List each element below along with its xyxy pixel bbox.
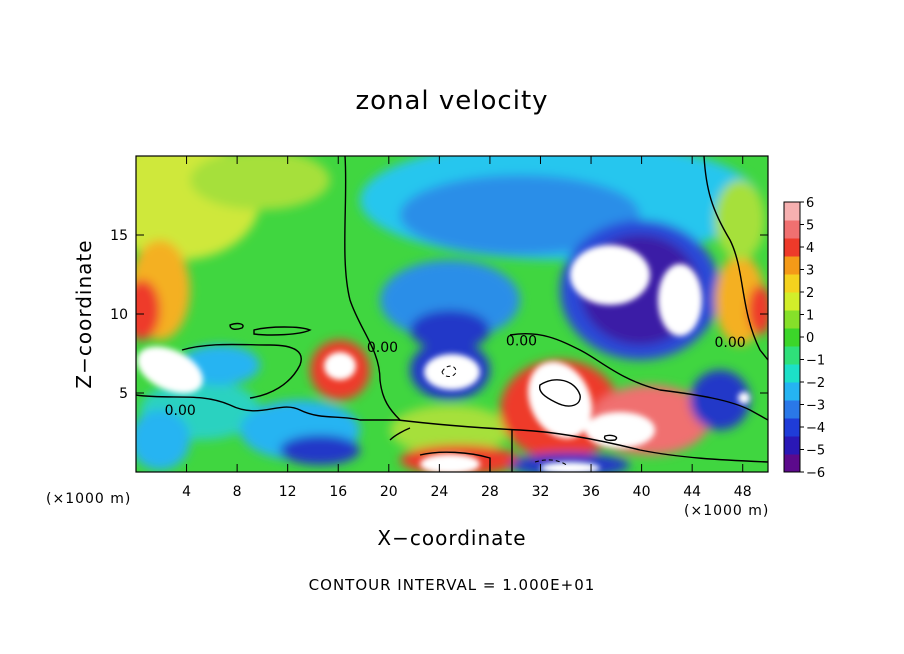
colorbar-segment xyxy=(784,436,800,455)
x-tick-label: 36 xyxy=(582,484,600,500)
x-tick-label: 12 xyxy=(279,484,297,500)
colorbar-tick-label: −3 xyxy=(806,399,825,414)
colorbar-tick-label: −6 xyxy=(806,466,825,481)
x-tick-label: 16 xyxy=(329,484,347,500)
y-axis-label: Z−coordinate xyxy=(72,239,96,389)
contour-label: 0.00 xyxy=(714,335,745,351)
colorbar-segment xyxy=(784,220,800,239)
y-axis-unit: (×1000 m) xyxy=(46,491,132,507)
colorbar-tick-label: 2 xyxy=(806,286,814,301)
x-tick-label: 28 xyxy=(481,484,499,500)
colorbar-segment xyxy=(784,238,800,257)
colorbar-segment xyxy=(784,328,800,347)
y-tick-label: 10 xyxy=(110,307,128,323)
colorbar-segment xyxy=(784,382,800,401)
zero-contours xyxy=(136,156,768,472)
colorbar-segment xyxy=(784,292,800,311)
y-tick-label: 15 xyxy=(110,228,128,244)
contour-label: 0.00 xyxy=(165,403,196,419)
colorbar-segment xyxy=(784,454,800,473)
colorbar-tick-label: 5 xyxy=(806,219,814,234)
colorbar-tick-label: 3 xyxy=(806,264,814,279)
colorbar-segment xyxy=(784,202,800,221)
colorbar-tick-label: −5 xyxy=(806,444,825,459)
chart-title: zonal velocity xyxy=(355,86,549,116)
x-tick-label: 48 xyxy=(734,484,752,500)
x-tick-label: 32 xyxy=(532,484,550,500)
x-tick-label: 24 xyxy=(430,484,448,500)
y-tick-label: 5 xyxy=(119,386,128,402)
colorbar-segment xyxy=(784,364,800,383)
x-axis-unit: (×1000 m) xyxy=(684,503,770,519)
heatmap-field xyxy=(136,156,768,472)
colorbar-tick-label: 6 xyxy=(806,196,814,211)
contour-label: 0.00 xyxy=(506,334,537,350)
colorbar-segment xyxy=(784,418,800,437)
colorbar-tick-label: −4 xyxy=(806,421,825,436)
contour-interval-note: CONTOUR INTERVAL = 1.000E+01 xyxy=(308,576,596,594)
colorbar-tick-label: −2 xyxy=(806,376,825,391)
colorbar-tick-label: −1 xyxy=(806,354,825,369)
colorbar-tick-label: 1 xyxy=(806,309,814,324)
x-tick-label: 20 xyxy=(380,484,398,500)
colorbar-tick-label: 0 xyxy=(806,331,814,346)
colorbar-tick-label: 4 xyxy=(806,241,814,256)
x-tick-label: 40 xyxy=(633,484,651,500)
x-tick-label: 8 xyxy=(233,484,242,500)
colorbar-segment xyxy=(784,256,800,275)
x-axis-label: X−coordinate xyxy=(377,526,527,550)
colorbar-segment xyxy=(784,346,800,365)
x-tick-label: 44 xyxy=(683,484,701,500)
colorbar-segment xyxy=(784,274,800,293)
colorbar-segment xyxy=(784,400,800,419)
x-tick-label: 4 xyxy=(182,484,191,500)
colorbar-segment xyxy=(784,310,800,329)
contour-label: 0.00 xyxy=(367,340,398,356)
